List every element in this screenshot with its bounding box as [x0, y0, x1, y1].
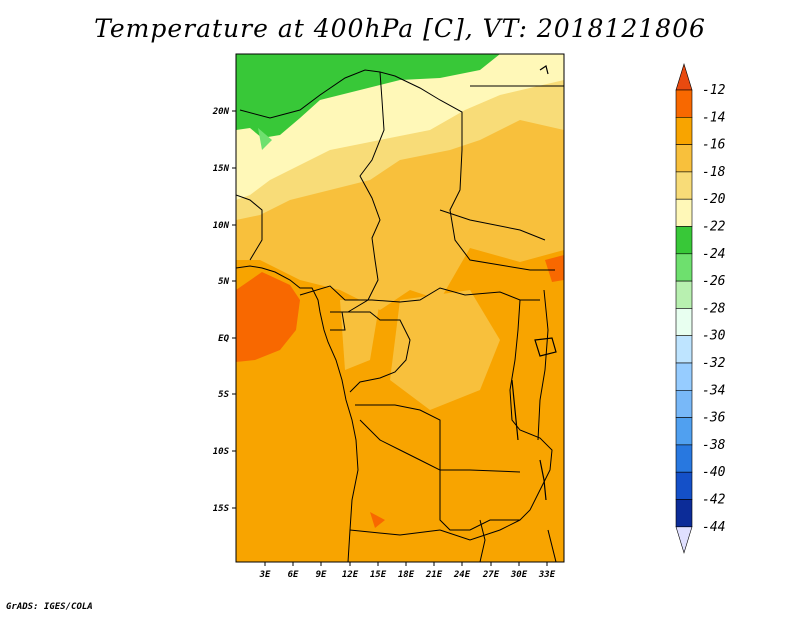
colorbar-label: -34: [702, 383, 725, 398]
lat-label: 20N: [212, 107, 230, 117]
lakes: [511, 65, 557, 501]
lon-label: 24E: [453, 570, 471, 580]
colorbar-label: -28: [702, 301, 726, 316]
temperature-field: [236, 54, 564, 562]
colorbar-bottom-arrow: [675, 526, 693, 554]
lat-label: 5S: [218, 390, 229, 400]
colorbar-label: -24: [702, 247, 725, 262]
lat-label: 5N: [218, 277, 229, 287]
colorbar-label: -26: [702, 274, 726, 289]
lat-label: 10S: [213, 447, 230, 457]
colorbar-swatch: [675, 362, 693, 391]
lat-label: 15S: [213, 504, 230, 514]
colorbar-label: -32: [702, 356, 726, 371]
colorbar-swatch: [675, 308, 693, 336]
lat-label: 10N: [213, 221, 230, 231]
colorbar-swatch: [675, 417, 693, 446]
colorbar-label: -30: [702, 329, 726, 344]
colorbar-label: -36: [702, 411, 726, 426]
lat-label: EQ: [218, 334, 229, 344]
colorbar-swatch: [675, 253, 693, 282]
colorbar-swatch: [675, 89, 693, 118]
lake-victoria: [534, 337, 557, 357]
lon-label: 3E: [259, 570, 271, 580]
lon-label: 21E: [425, 570, 443, 580]
colorbar-swatch: [675, 335, 693, 364]
colorbar-label: -14: [702, 110, 725, 125]
colorbar-swatch: [675, 144, 693, 173]
colorbar-swatch: [675, 117, 693, 145]
lon-label: 33E: [538, 570, 556, 580]
colorbar-swatch: [675, 171, 693, 200]
grads-credit: GrADS: IGES/COLA: [6, 602, 93, 612]
colorbar-label: -42: [702, 493, 726, 508]
lon-label: 15E: [370, 570, 387, 580]
colorbar-label: -44: [702, 520, 725, 535]
longitude-axis: 3E 6E 9E 12E 15E 18E 21E 24E 27E 30E 33E: [259, 562, 556, 580]
latitude-axis: 20N 15N 10N 5N EQ 5S 10S 15S: [212, 107, 236, 514]
colorbar-label: -12: [702, 83, 726, 98]
red-sea-coast: [539, 65, 549, 75]
colorbar-swatch: [675, 389, 693, 418]
colorbar-label: -40: [702, 465, 726, 480]
colorbar-swatch: [675, 226, 693, 255]
colorbar-label: -16: [702, 138, 726, 153]
lat-label: 15N: [213, 164, 230, 174]
colorbar: -12 -14 -16 -18 -20 -22 -24 -26 -28 -30 -32 -34 -36 -…: [675, 62, 726, 554]
lon-label: 27E: [482, 570, 500, 580]
map-title: Temperature at 400hPa [C], VT: 201812180…: [94, 14, 706, 43]
colorbar-swatch: [675, 499, 693, 528]
lon-label: 12E: [342, 570, 359, 580]
lake-malawi: [539, 459, 547, 501]
colorbar-swatch: [675, 198, 693, 227]
colorbar-top-arrow: [675, 62, 693, 91]
colorbar-label: -38: [702, 438, 726, 453]
map-frame: [235, 53, 565, 563]
lon-label: 30E: [510, 570, 528, 580]
colorbar-label: -18: [702, 165, 726, 180]
lon-label: 18E: [398, 570, 415, 580]
lon-label: 6E: [288, 570, 299, 580]
lon-label: 9E: [316, 570, 327, 580]
colorbar-swatch: [675, 280, 693, 309]
colorbar-label: -20: [702, 192, 726, 207]
colorbar-swatch: [675, 471, 693, 500]
country-borders: [236, 69, 564, 562]
colorbar-label: -22: [702, 220, 726, 235]
lake-tanganyika: [511, 379, 519, 441]
colorbar-swatch: [675, 444, 693, 473]
